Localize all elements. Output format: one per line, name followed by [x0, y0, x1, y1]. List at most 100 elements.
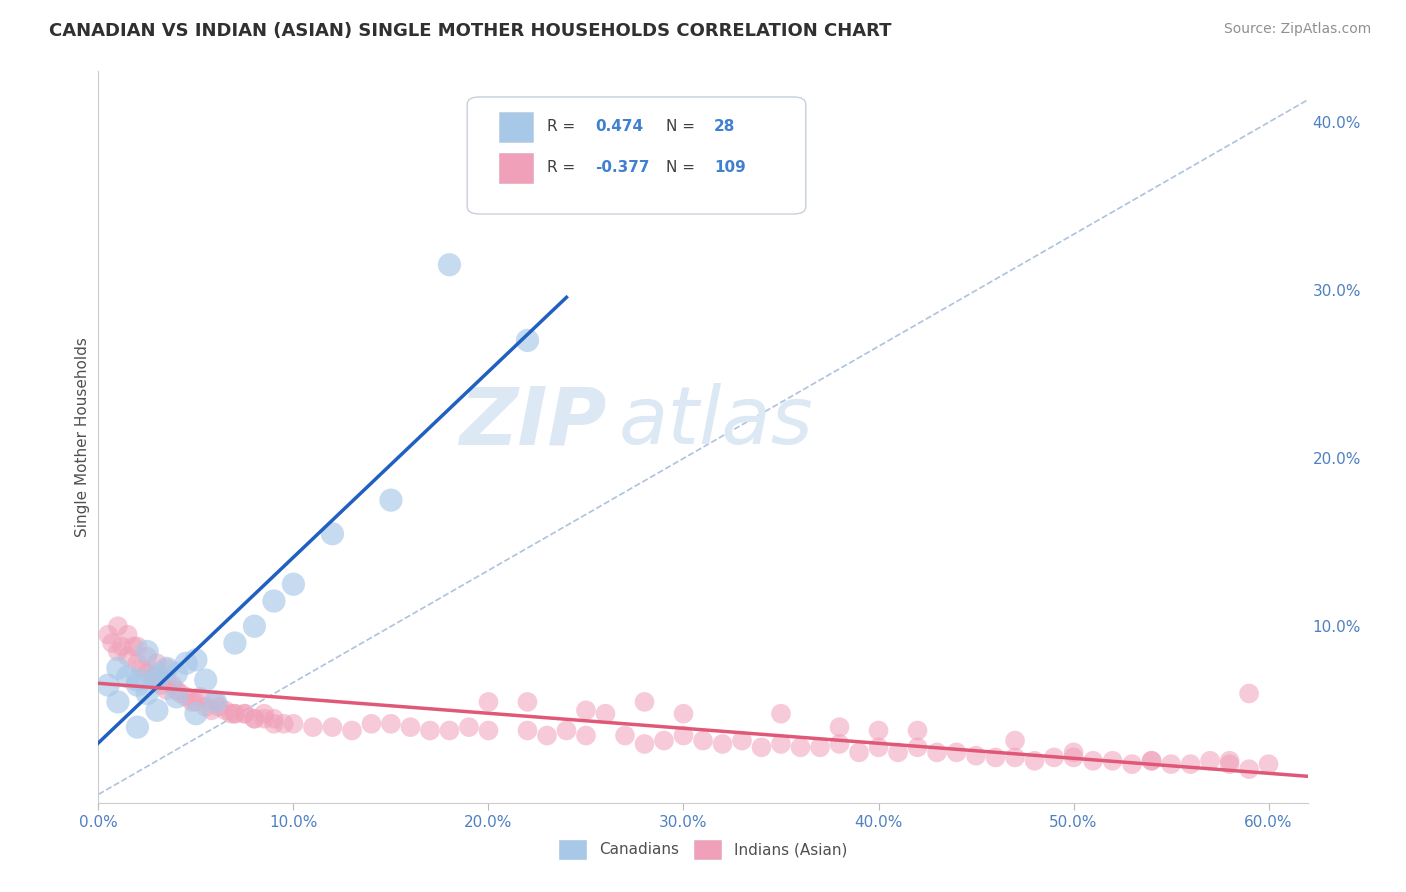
Point — [107, 619, 129, 633]
Point — [925, 745, 948, 759]
Point — [1199, 754, 1222, 768]
Point — [340, 723, 363, 738]
Point — [907, 723, 929, 738]
Point — [477, 723, 499, 738]
Point — [692, 733, 714, 747]
Point — [169, 686, 191, 700]
Point — [1140, 754, 1163, 768]
Point — [204, 695, 226, 709]
Point — [1081, 754, 1104, 768]
Point — [156, 661, 179, 675]
Point — [672, 706, 695, 721]
Point — [1180, 757, 1202, 772]
Point — [136, 686, 159, 700]
Point — [136, 666, 159, 681]
Bar — [499, 153, 533, 183]
Point — [107, 644, 129, 658]
Point — [1160, 757, 1182, 772]
Legend: Canadians, Indians (Asian): Canadians, Indians (Asian) — [553, 834, 853, 864]
Point — [253, 712, 276, 726]
Point — [419, 723, 441, 738]
Point — [1257, 757, 1279, 772]
Point — [146, 657, 169, 671]
Point — [107, 695, 129, 709]
Point — [575, 729, 598, 743]
Point — [887, 745, 910, 759]
Point — [127, 678, 149, 692]
Point — [283, 577, 305, 591]
Point — [184, 706, 207, 721]
Point — [243, 712, 266, 726]
Point — [751, 740, 773, 755]
Point — [174, 657, 197, 671]
Point — [142, 670, 165, 684]
Point — [575, 703, 598, 717]
Point — [828, 720, 851, 734]
Point — [1063, 750, 1085, 764]
Point — [146, 666, 169, 681]
Point — [868, 723, 890, 738]
Text: ZIP: ZIP — [458, 384, 606, 461]
Point — [204, 695, 226, 709]
Point — [127, 720, 149, 734]
Point — [868, 740, 890, 755]
Point — [321, 526, 343, 541]
Point — [136, 644, 159, 658]
Point — [156, 683, 179, 698]
Point — [595, 706, 617, 721]
Point — [828, 737, 851, 751]
Point — [243, 712, 266, 726]
Point — [1063, 745, 1085, 759]
Point — [808, 740, 831, 755]
Point — [1121, 757, 1143, 772]
Point — [127, 640, 149, 654]
Text: N =: N = — [665, 160, 695, 175]
Text: 28: 28 — [714, 119, 735, 134]
Point — [184, 653, 207, 667]
Text: 109: 109 — [714, 160, 745, 175]
Text: -0.377: -0.377 — [595, 160, 650, 175]
Point — [360, 716, 382, 731]
Point — [181, 695, 204, 709]
Point — [97, 678, 120, 692]
FancyBboxPatch shape — [467, 97, 806, 214]
Point — [224, 636, 246, 650]
Point — [127, 657, 149, 671]
Point — [380, 493, 402, 508]
Point — [263, 716, 285, 731]
Bar — [499, 112, 533, 143]
Text: R =: R = — [547, 160, 575, 175]
Point — [233, 706, 256, 721]
Point — [273, 716, 295, 731]
Point — [111, 640, 134, 654]
Point — [1043, 750, 1066, 764]
Point — [614, 729, 637, 743]
Point — [848, 745, 870, 759]
Point — [131, 661, 153, 675]
Point — [769, 737, 792, 751]
Point — [263, 594, 285, 608]
Point — [117, 670, 139, 684]
Point — [769, 706, 792, 721]
Point — [477, 695, 499, 709]
Point — [536, 729, 558, 743]
Point — [253, 706, 276, 721]
Point — [302, 720, 325, 734]
Point — [156, 673, 179, 687]
Point — [146, 673, 169, 687]
Point — [156, 661, 179, 675]
Point — [117, 627, 139, 641]
Point — [165, 683, 187, 698]
Point — [188, 690, 211, 704]
Point — [516, 723, 538, 738]
Point — [101, 636, 124, 650]
Point — [165, 690, 187, 704]
Point — [907, 740, 929, 755]
Point — [184, 695, 207, 709]
Point — [555, 723, 578, 738]
Point — [1237, 686, 1260, 700]
Point — [149, 678, 172, 692]
Point — [162, 678, 184, 692]
Point — [711, 737, 734, 751]
Point — [1219, 754, 1241, 768]
